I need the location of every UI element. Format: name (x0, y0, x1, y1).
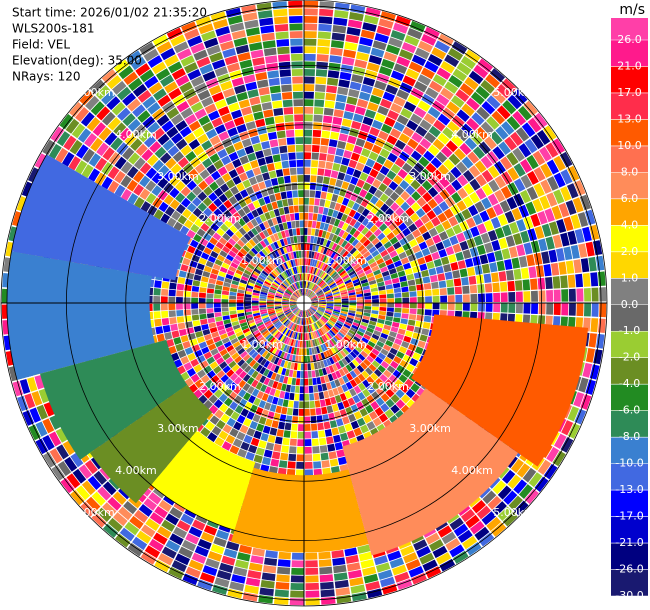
colorbar-label: 1.0 (621, 271, 639, 284)
sectors (6, 154, 589, 556)
colorbar-band (611, 18, 648, 40)
colorbar-label: 2.0 (621, 245, 639, 258)
info-line: WLS200s-181 (12, 22, 95, 36)
colorbar-label: -2.0 (619, 351, 640, 364)
velocity-sector (11, 154, 191, 281)
noise-cells (5, 8, 591, 606)
colorbar-label: -17.0 (615, 510, 643, 523)
colorbar-band (611, 172, 648, 199)
colorbar-label: 13.0 (617, 112, 642, 125)
range-ring (6, 5, 602, 601)
colorbar-label: 26.0 (617, 33, 642, 46)
colorbar-label: 6.0 (621, 192, 639, 205)
range-label: 1.00km (241, 254, 283, 267)
velocity-sector (6, 251, 155, 380)
range-label: 1.00km (325, 338, 367, 351)
colorbar-label: -13.0 (615, 483, 643, 496)
colorbar-band (611, 278, 648, 305)
colorbar-label: -26.0 (615, 563, 643, 576)
range-label: 1.00km (241, 338, 283, 351)
colorbar-label: 4.0 (621, 218, 639, 231)
range-label: 4.00km (115, 464, 157, 477)
colorbar-band (611, 463, 648, 491)
colorbar-band (611, 569, 648, 596)
velocity-sector (151, 430, 256, 531)
range-label: 2.00km (199, 212, 241, 225)
colorbar-band (611, 145, 648, 173)
colorbar-band (611, 198, 648, 226)
info-line: NRays: 120 (12, 70, 81, 84)
range-label: 2.00km (367, 380, 409, 393)
range-label: 3.00km (409, 170, 451, 183)
range-label: 5.00km (493, 86, 535, 99)
colorbar-band (611, 357, 648, 385)
range-label: 2.00km (199, 380, 241, 393)
info-line: Elevation(deg): 35.00 (12, 54, 142, 68)
colorbar-label: 10.0 (617, 139, 642, 152)
range-label: 3.00km (157, 170, 199, 183)
range-label: 1.00km (325, 254, 367, 267)
range-ring (184, 183, 424, 423)
range-label: 5.00km (73, 506, 115, 519)
colorbar-band (611, 384, 648, 411)
noise-cells (10, 7, 599, 586)
colorbar-label: -21.0 (615, 536, 643, 549)
noise-cells (2, 7, 592, 605)
range-ring (65, 64, 543, 542)
colorbar-label: -1.0 (619, 324, 640, 337)
colorbar-band (611, 543, 648, 570)
range-ring (244, 243, 364, 363)
colorbar-band (611, 66, 648, 93)
colorbar-band (611, 92, 648, 120)
velocity-sector (411, 314, 589, 467)
velocity-sector (231, 467, 369, 553)
colorbar-label: -6.0 (619, 404, 640, 417)
colorbar-band (611, 490, 648, 517)
colorbar-label: -4.0 (619, 377, 640, 390)
colorbar-label: -8.0 (619, 430, 640, 443)
noise-cells (8, 25, 591, 575)
colorbar-band (611, 437, 648, 464)
colorbar-unit: m/s (619, 2, 645, 18)
colorbar-label: 0.0 (621, 298, 639, 311)
info-line: Field: VEL (12, 38, 70, 52)
colorbar-band (611, 410, 648, 438)
colorbar-band (611, 251, 648, 279)
colorbar-band (611, 119, 648, 146)
velocity-sector (342, 388, 519, 556)
range-label: 4.00km (451, 128, 493, 141)
info-line: Start time: 2026/01/02 21:35:20 (12, 6, 207, 20)
colorbar-band (611, 225, 648, 252)
grid (0, 0, 608, 607)
range-label: 5.00km (493, 506, 535, 519)
colorbar-label: 17.0 (617, 86, 642, 99)
colorbar-label: -30.0 (615, 589, 643, 602)
colorbar-label: 8.0 (621, 165, 639, 178)
colorbar-band (611, 40, 648, 67)
colorbar-label: 21.0 (617, 59, 642, 72)
range-label: 2.00km (367, 212, 409, 225)
noise-cells (11, 8, 574, 591)
colorbar-band (611, 516, 648, 544)
labels: 1.00km 1.00km 1.00km 1.00km 2.00km 2.00km 2.00… (73, 86, 535, 519)
noise-cells (17, 2, 605, 591)
colorbar-band (611, 304, 648, 332)
range-label: 4.00km (451, 464, 493, 477)
outer-ring (0, 0, 608, 607)
velocity-sector (89, 384, 213, 504)
range-ring (125, 124, 483, 482)
colorbar-label: -10.0 (615, 457, 643, 470)
velocity-sector (40, 339, 188, 460)
colorbar-band (611, 331, 648, 358)
range-label: 3.00km (409, 422, 451, 435)
range-label: 5.00km (73, 86, 115, 99)
range-label: 4.00km (115, 128, 157, 141)
range-label: 3.00km (157, 422, 199, 435)
